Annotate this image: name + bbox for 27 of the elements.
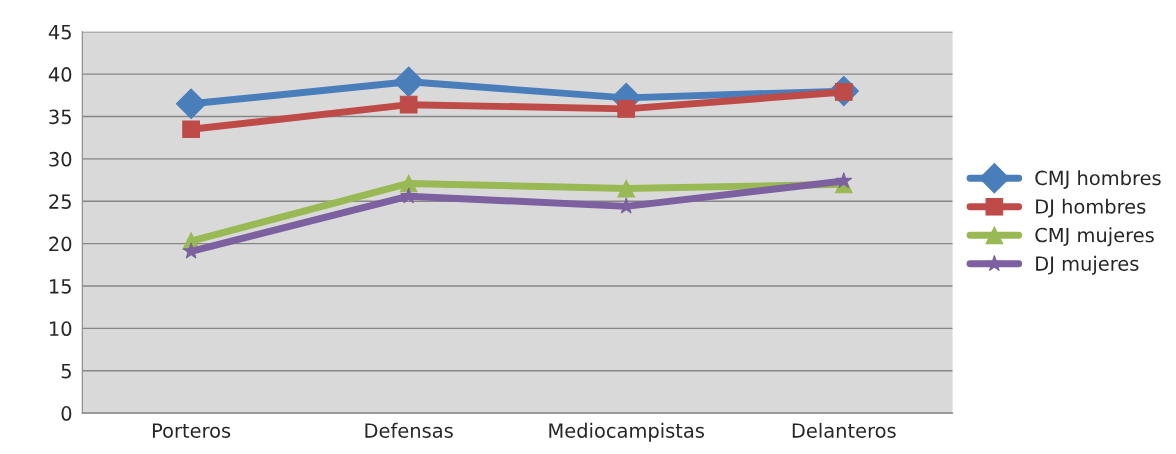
y-tick-label: 20 [49, 236, 72, 252]
y-tick-label: 30 [49, 151, 72, 167]
y-tick-label: 35 [49, 109, 71, 125]
x-tick-label: Defensas [365, 422, 453, 438]
x-tick-label: Porteros [152, 423, 231, 438]
point [399, 95, 418, 114]
legend-label: CMJ hombres [1035, 170, 1161, 189]
point [393, 66, 424, 98]
point [400, 187, 418, 204]
legend-label: DJ hombres [1036, 198, 1146, 218]
x-tick-label: Mediocampistas [549, 422, 705, 442]
y-tick-label: 10 [49, 321, 72, 337]
y-tick-label: 15 [49, 279, 71, 294]
y-tick-label: 25 [49, 194, 71, 209]
point [835, 172, 853, 189]
point [617, 100, 636, 118]
y-tick-label: 5 [61, 363, 71, 379]
y-tick-label: 0 [61, 406, 72, 421]
legend-label: CMJ mujeres [1035, 227, 1154, 247]
y-tick-label: 40 [48, 67, 72, 82]
point [182, 120, 200, 139]
point [617, 179, 636, 198]
y-tick-label: 45 [48, 24, 71, 40]
x-tick-label: Delanteros [792, 422, 896, 438]
point [399, 174, 418, 193]
legend-label: DJ mujeres [1036, 255, 1139, 275]
point [175, 88, 207, 120]
